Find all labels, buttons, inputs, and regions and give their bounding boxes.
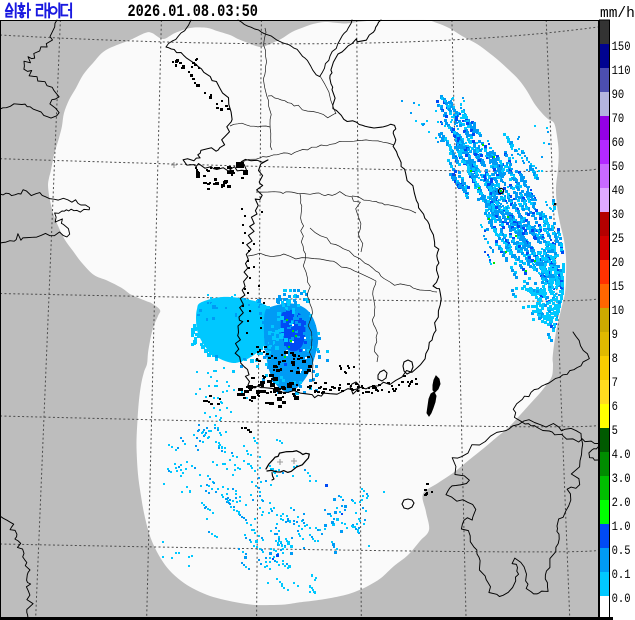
svg-text:90: 90 [612, 87, 625, 102]
svg-text:150: 150 [612, 39, 631, 54]
svg-text:30: 30 [612, 207, 625, 222]
svg-text:0.0: 0.0 [612, 591, 631, 606]
svg-text:20: 20 [612, 255, 625, 270]
svg-text:50: 50 [612, 159, 625, 174]
svg-text:9: 9 [612, 327, 618, 342]
svg-text:25: 25 [612, 231, 625, 246]
svg-text:0.5: 0.5 [612, 543, 631, 558]
svg-text:mm/h: mm/h [600, 6, 635, 22]
svg-text:2.0: 2.0 [612, 495, 631, 510]
svg-text:4.0: 4.0 [612, 447, 631, 462]
svg-text:3.0: 3.0 [612, 471, 631, 486]
svg-text:15: 15 [612, 279, 625, 294]
svg-text:0.1: 0.1 [612, 567, 631, 582]
svg-text:70: 70 [612, 111, 625, 126]
svg-text:60: 60 [612, 135, 625, 150]
svg-text:40: 40 [612, 183, 625, 198]
svg-text:2026.01.08.03:50: 2026.01.08.03:50 [128, 1, 258, 21]
svg-text:110: 110 [612, 63, 631, 78]
svg-text:10: 10 [612, 303, 625, 318]
svg-text:6: 6 [612, 399, 618, 414]
svg-text:5: 5 [612, 423, 618, 438]
svg-text:7: 7 [612, 375, 618, 390]
svg-text:8: 8 [612, 351, 618, 366]
svg-text:1.0: 1.0 [612, 519, 631, 534]
